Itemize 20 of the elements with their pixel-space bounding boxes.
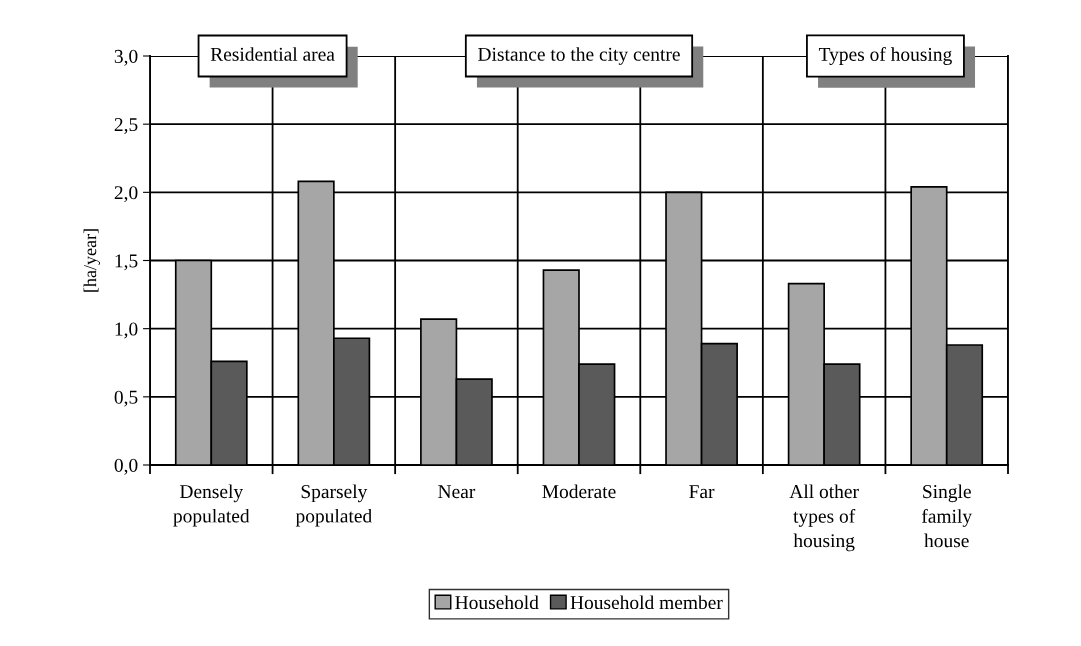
y-tick-label: 0,0 [114,458,138,475]
y-tick-label: 2,5 [114,118,138,134]
legend-label: Household member [570,595,723,610]
x-tick-label: Far [689,485,715,499]
y-tick-label: 1,0 [115,322,138,339]
annotation: Types of housing [818,47,952,65]
x-tick-label: Densely populated [173,484,250,527]
x-tick-label: Moderate [542,484,616,499]
x-tick-label: Near [438,485,476,499]
y-tick-label: 0,5 [114,390,138,407]
y-tick-label: 2,0 [114,186,138,203]
x-tick-label: Single family house [921,484,973,548]
annotation: Residential area [210,47,335,61]
y-tick-label: 1,5 [115,254,138,271]
legend-label: Household [455,595,539,610]
x-tick-label: Sparsely populated [295,484,372,527]
annotation: Distance to the city centre [478,47,680,65]
y-axis-title: [ha/year] [83,229,100,292]
x-tick-label: All other types of housing [789,484,859,552]
y-tick-label: 3,0 [114,49,138,66]
